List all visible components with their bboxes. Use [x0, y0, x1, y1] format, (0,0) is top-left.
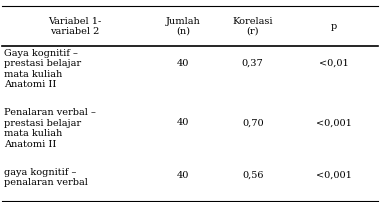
Text: Penalaran verbal –
prestasi belajar
mata kuliah
Anatomi II: Penalaran verbal – prestasi belajar mata…: [4, 108, 96, 149]
Text: <0,001: <0,001: [315, 171, 352, 180]
Text: 40: 40: [177, 171, 190, 180]
Text: Gaya kognitif –
prestasi belajar
mata kuliah
Anatomi II: Gaya kognitif – prestasi belajar mata ku…: [4, 49, 81, 89]
Text: 40: 40: [177, 118, 190, 127]
Text: Korelasi
(r): Korelasi (r): [233, 17, 273, 36]
Text: Variabel 1-
variabel 2: Variabel 1- variabel 2: [48, 17, 102, 36]
Text: <0,01: <0,01: [318, 59, 348, 68]
Text: 0,56: 0,56: [242, 171, 263, 180]
Text: 0,70: 0,70: [242, 118, 263, 127]
Text: p: p: [330, 22, 337, 31]
Text: gaya kognitif –
penalaran verbal: gaya kognitif – penalaran verbal: [4, 168, 88, 187]
Text: 0,37: 0,37: [242, 59, 264, 68]
Text: Jumlah
(n): Jumlah (n): [166, 17, 201, 36]
Text: 40: 40: [177, 59, 190, 68]
Text: <0,001: <0,001: [315, 118, 352, 127]
